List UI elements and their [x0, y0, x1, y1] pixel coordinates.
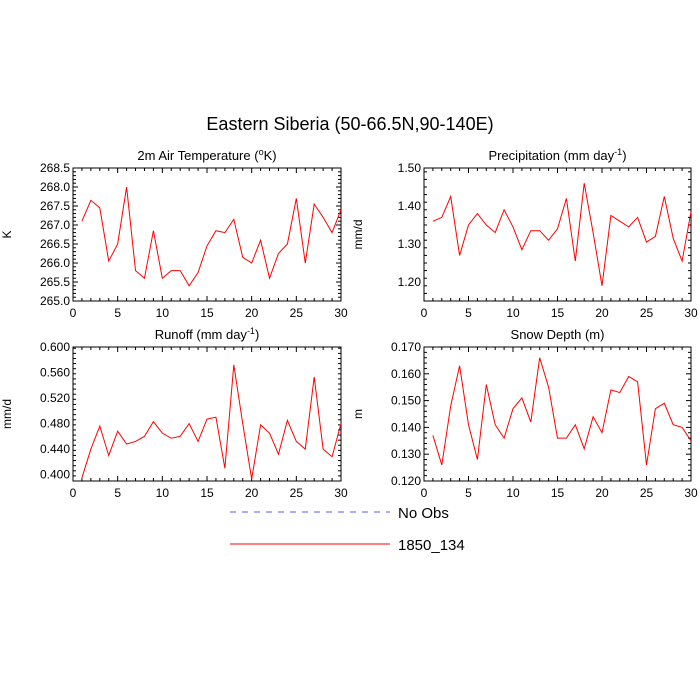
legend-label-1850-134: 1850_134	[398, 537, 465, 554]
x-tick-label: 10	[506, 486, 520, 500]
series-line-1850-134	[81, 186, 342, 287]
x-tick-label: 5	[114, 486, 121, 500]
y-tick-label: 0.480	[40, 417, 70, 431]
panel-title: Precipitation (mm day-1)	[488, 147, 626, 163]
y-tick-label: 268.0	[40, 180, 70, 194]
x-tick-label: 15	[200, 306, 214, 320]
x-tick-label: 0	[421, 486, 428, 500]
y-tick-label: 267.5	[40, 199, 70, 213]
x-tick-label: 25	[640, 486, 654, 500]
y-axis-label: mm/d	[0, 399, 14, 429]
x-tick-label: 30	[334, 306, 348, 320]
x-tick-label: 25	[290, 486, 304, 500]
x-tick-label: 10	[156, 486, 170, 500]
x-tick-label: 15	[551, 486, 565, 500]
series-line-1850-134	[432, 357, 692, 466]
panel-snow-depth: 0 5 10 15 20 25 30 0.120 0.130 0.140 0.150 0.160 0.1…	[351, 327, 698, 500]
x-tick-label: 10	[506, 306, 520, 320]
y-tick-label: 1.40	[398, 199, 422, 213]
panel-title: Snow Depth (m)	[511, 327, 605, 342]
x-tick-label: 30	[684, 306, 698, 320]
y-tick-label: 1.50	[398, 161, 422, 175]
x-tick-label: 5	[465, 486, 472, 500]
y-tick-label: 266.0	[40, 256, 70, 270]
y-tick-label: 0.520	[40, 391, 70, 405]
x-tick-label: 0	[70, 306, 77, 320]
y-tick-label: 0.160	[391, 367, 421, 381]
figure-title: Eastern Siberia (50-66.5N,90-140E)	[206, 114, 493, 134]
legend: No Obs 1850_134	[230, 505, 465, 554]
y-tick-label: 265.0	[40, 294, 70, 308]
y-tick-label: 0.170	[391, 340, 421, 354]
x-tick-label: 0	[70, 486, 77, 500]
x-tick-label: 20	[245, 486, 259, 500]
y-tick-label: 0.560	[40, 366, 70, 380]
panel-title: Runoff (mm day-1)	[155, 326, 260, 342]
x-tick-label: 25	[290, 306, 304, 320]
x-tick-label: 5	[465, 306, 472, 320]
panels: 0 5 10 15 20 25 30 265.0 265.5 266.0 266.5 267.0 267…	[0, 147, 698, 500]
plot-frame	[423, 346, 692, 482]
x-tick-label: 20	[245, 306, 259, 320]
panel-runoff: 0 5 10 15 20 25 30 0.400 0.440 0.480 0.520 0.560 0.6…	[0, 326, 348, 500]
x-tick-label: 20	[595, 306, 609, 320]
y-axis-label: mm/d	[351, 220, 365, 250]
y-tick-label: 268.5	[40, 161, 70, 175]
series-line-1850-134	[81, 364, 342, 480]
panel-air-temp: 0 5 10 15 20 25 30 265.0 265.5 266.0 266.5 267.0 267…	[0, 147, 348, 320]
y-tick-label: 267.0	[40, 218, 70, 232]
x-tick-label: 15	[200, 486, 214, 500]
y-tick-label: 0.600	[40, 340, 70, 354]
x-tick-label: 10	[156, 306, 170, 320]
plot-frame	[423, 167, 692, 302]
x-tick-label: 5	[114, 306, 121, 320]
y-tick-label: 0.440	[40, 442, 70, 456]
y-axis-label: K	[0, 230, 14, 238]
y-tick-label: 0.120	[391, 474, 421, 488]
x-tick-label: 30	[334, 486, 348, 500]
x-tick-label: 25	[640, 306, 654, 320]
y-tick-label: 0.140	[391, 420, 421, 434]
plot-frame	[72, 167, 342, 302]
y-tick-label: 266.5	[40, 237, 70, 251]
y-tick-label: 0.150	[391, 394, 421, 408]
y-axis-label: m	[351, 409, 365, 419]
x-tick-label: 0	[421, 306, 428, 320]
x-tick-label: 15	[551, 306, 565, 320]
y-tick-label: 1.20	[398, 275, 422, 289]
y-tick-label: 0.400	[40, 468, 70, 482]
plot-frame	[72, 346, 342, 482]
series-line-1850-134	[432, 183, 692, 286]
panel-title: 2m Air Temperature (oK)	[137, 147, 276, 163]
x-tick-label: 20	[595, 486, 609, 500]
y-tick-label: 1.30	[398, 237, 422, 251]
legend-label-no-obs: No Obs	[398, 505, 449, 522]
y-tick-label: 0.130	[391, 447, 421, 461]
y-tick-label: 265.5	[40, 275, 70, 289]
panel-precip: 0 5 10 15 20 25 30 1.20 1.30 1.40 1.50 mm/d Precipit…	[351, 147, 698, 320]
x-tick-label: 30	[684, 486, 698, 500]
